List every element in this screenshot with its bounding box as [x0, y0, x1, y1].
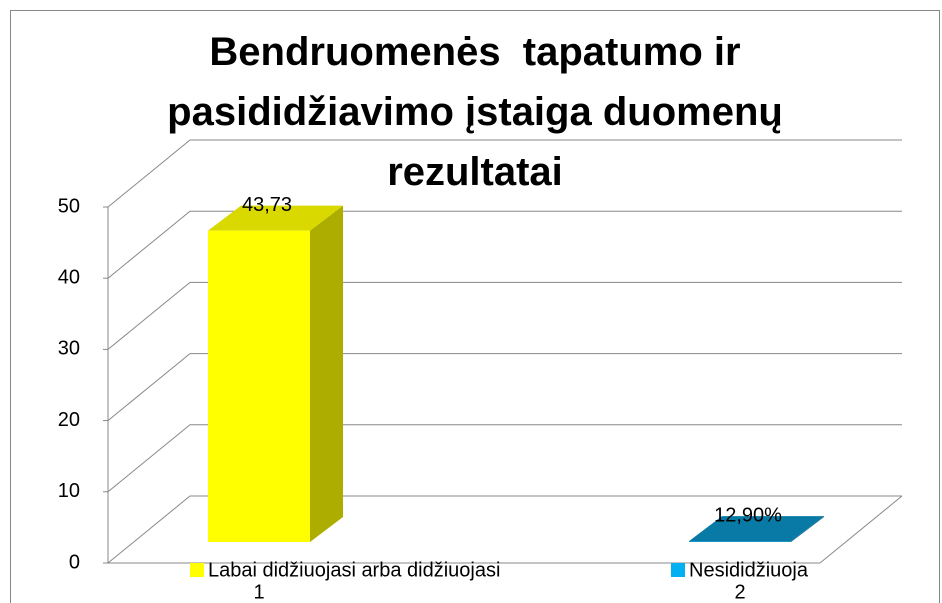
legend-label: Labai didžiuojasi arba didžiuojasi	[208, 559, 500, 581]
y-tick-label: 40	[58, 266, 80, 288]
x-tick-label: 1	[253, 581, 264, 603]
grid-line	[107, 353, 902, 421]
y-tick-label: 0	[69, 551, 80, 573]
y-tick-label: 20	[58, 409, 80, 431]
bar-side	[791, 516, 824, 542]
grid-line	[107, 139, 902, 208]
grid-line	[107, 424, 902, 493]
data-label: 43,73	[242, 194, 292, 216]
bar	[208, 230, 310, 542]
chart-border	[10, 10, 940, 603]
grid-line	[107, 281, 902, 350]
x-tick-label: 2	[734, 581, 745, 603]
chart-title: Bendruomenės tapatumo ir pasididžiavimo …	[167, 30, 794, 194]
grid-line	[107, 495, 902, 564]
legend-swatch	[190, 563, 204, 577]
y-tick-label: 50	[58, 195, 80, 217]
bar-side	[310, 205, 343, 542]
legend-label: Nesididžiuoja	[689, 559, 809, 581]
bar-top	[689, 516, 824, 542]
y-tick-label: 10	[58, 480, 80, 502]
bar-top	[208, 205, 343, 231]
floor-edge	[819, 495, 903, 564]
y-tick-label: 30	[58, 338, 80, 360]
grid-line	[107, 210, 902, 279]
bar	[689, 541, 791, 542]
data-label: 12,90%	[714, 504, 782, 526]
legend-swatch	[671, 563, 685, 577]
